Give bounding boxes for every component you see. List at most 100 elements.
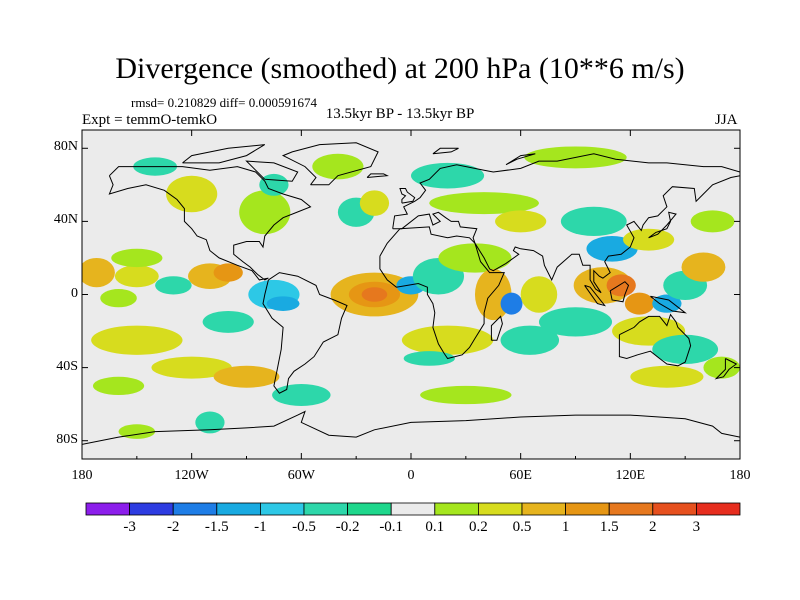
contour-region-31	[500, 292, 523, 315]
contour-region-52	[690, 210, 735, 233]
contour-region-24	[361, 287, 388, 302]
coastline-baffin	[245, 160, 299, 182]
y-tick-label-0: 80N	[53, 139, 78, 155]
period-label: 13.5kyr BP - 13.5kyr BP	[325, 106, 475, 122]
colorbar-box-5	[259, 502, 305, 516]
contour-region-6	[213, 263, 243, 282]
contour-region-43	[624, 292, 655, 315]
coastline-iceland	[366, 173, 389, 178]
colorbar-box-11	[521, 502, 566, 516]
colorbar-box-3	[172, 502, 218, 516]
colorbar-label-8: 0.2	[469, 519, 488, 535]
contour-region-10	[91, 325, 183, 355]
x-tick-label-3: 0	[407, 468, 415, 483]
x-tick-label-5: 120E	[615, 468, 646, 483]
coastline-group	[82, 142, 740, 445]
x-tick-label-4: 60E	[509, 468, 532, 483]
colorbar-label-11: 1.5	[599, 519, 619, 535]
colorbar-label-6: -0.1	[379, 519, 404, 535]
colorbar-box-8	[390, 502, 436, 516]
contour-region-27	[438, 243, 512, 273]
contour-region-3	[100, 289, 137, 308]
contour-region-12	[213, 365, 280, 388]
contour-region-45	[652, 294, 682, 313]
contour-region-11	[151, 356, 232, 379]
contour-region-32	[520, 276, 558, 313]
contour-region-0	[82, 257, 115, 288]
coastline-north-america	[108, 166, 312, 281]
coastline-australia	[618, 313, 692, 367]
coastline-svalbard	[432, 147, 459, 155]
coastline-new-guinea	[650, 295, 687, 314]
colorbar-box-13	[608, 502, 654, 516]
coastline-greenland	[281, 142, 379, 186]
x-tick-label-2: 60W	[287, 468, 315, 483]
colorbar-label-7: 0.1	[425, 519, 445, 535]
contour-region-28	[401, 325, 494, 355]
coastline-madagascar	[490, 315, 503, 341]
colorbar-box-7	[347, 502, 392, 516]
contour-region-34	[429, 192, 539, 215]
coastline-novaya-zemlya	[505, 153, 536, 166]
contour-region-1	[114, 265, 159, 288]
colorbar-box-9	[434, 502, 479, 516]
colorbar-label-5: -0.2	[335, 519, 360, 535]
colorbar-label-2: -1.5	[204, 519, 229, 535]
coastline-borneo	[609, 281, 630, 303]
contour-region-42	[606, 274, 636, 297]
contour-region-13	[92, 376, 145, 396]
contour-region-55	[195, 411, 225, 434]
contour-region-15	[166, 175, 218, 213]
contour-region-44	[538, 307, 613, 337]
contour-region-20	[359, 190, 390, 216]
coastline-antarctica	[82, 410, 740, 445]
experiment-label: Expt = temmO-temkO	[82, 112, 218, 128]
contour-region-14	[272, 384, 331, 406]
coastline-uk	[399, 188, 416, 204]
y-tick-label-1: 40N	[53, 212, 78, 228]
contour-region-49	[652, 334, 719, 364]
coastline-south-america	[262, 272, 348, 394]
contour-region-51	[703, 356, 740, 379]
contour-region-17	[259, 173, 289, 196]
contour-region-33	[500, 325, 560, 355]
coastline-sumatra	[584, 284, 607, 307]
contour-region-2	[111, 248, 163, 268]
colorbar-box-6	[303, 502, 348, 516]
season-label: JJA	[715, 112, 738, 128]
contour-region-53	[420, 385, 512, 405]
colorbar-label-12: 2	[649, 519, 657, 535]
rmsd-diff-stats: rmsd= 0.210829 diff= 0.000591674	[131, 95, 317, 110]
x-tick-label-1: 120W	[174, 468, 209, 483]
chart-title: Divergence (smoothed) at 200 hPa (10**6 …	[115, 52, 685, 85]
contour-region-47	[681, 252, 726, 282]
x-tick-label-6: 180	[729, 468, 751, 483]
x-tick-label-0: 180	[71, 468, 93, 483]
contour-region-35	[495, 210, 547, 233]
colorbar-label-3: -1	[254, 519, 267, 535]
contour-region-36	[411, 162, 485, 189]
coastline-new-zealand	[714, 358, 738, 380]
contour-region-18	[312, 153, 364, 180]
colorbar-box-15	[696, 502, 741, 516]
colorbar-label-0: -3	[123, 519, 136, 535]
colorbar-box-4	[216, 502, 261, 516]
contour-region-38	[560, 206, 627, 237]
contour-region-8	[266, 296, 300, 311]
contour-region-9	[202, 310, 254, 333]
colorbar-box-1	[85, 502, 130, 516]
colorbar-label-1: -2	[166, 519, 180, 535]
colorbar-label-13: 3	[692, 519, 701, 535]
y-tick-label-2: 0	[71, 285, 78, 301]
colorbar-label-9: 0.5	[512, 519, 532, 535]
coastline-canadian-arctic	[182, 144, 266, 164]
coastline-japan	[648, 211, 677, 239]
colorbar-box-12	[565, 502, 610, 516]
contour-region-50	[630, 365, 704, 388]
colorbar-box-2	[129, 502, 174, 516]
contour-region-4	[155, 276, 192, 295]
y-tick-label-4: 80S	[56, 431, 78, 447]
colorbar-box-14	[652, 502, 697, 516]
contour-region-29	[403, 351, 455, 366]
